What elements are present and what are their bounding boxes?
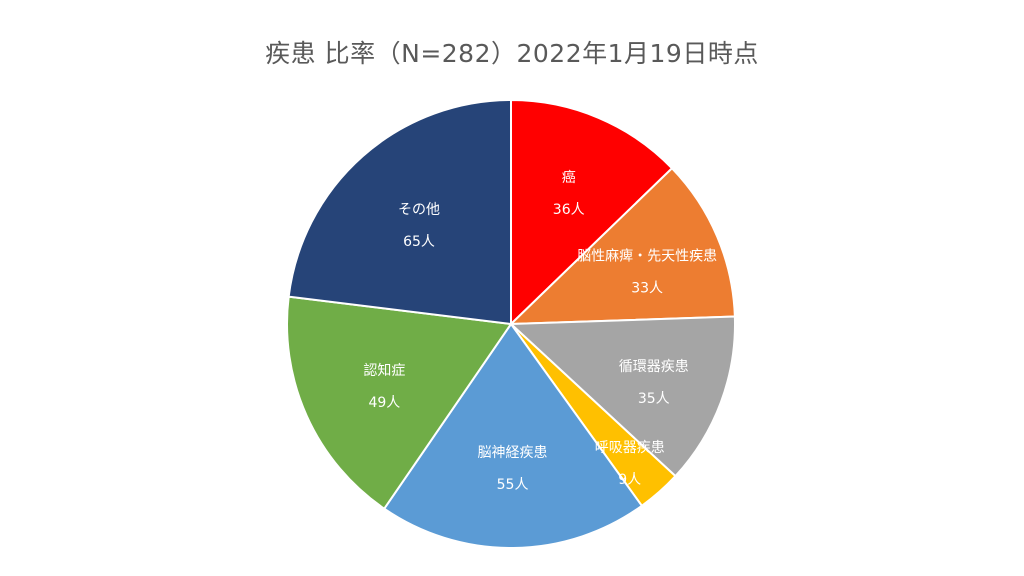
slice-label-0: 癌: [562, 170, 576, 186]
pie-slices: [286, 98, 736, 549]
slice-value-label-4: 55人: [497, 477, 529, 493]
pie-slice-2: [508, 315, 736, 478]
pie-slice-6: [287, 98, 512, 326]
chart-title: 疾患 比率（N=282）2022年1月19日時点: [265, 39, 759, 68]
slice-label-2: 循環器疾患: [619, 359, 689, 375]
pie-slice-1: [508, 166, 736, 326]
slice-label-4: 脳神経疾患: [478, 445, 548, 461]
slice-label-3: 呼吸器疾患: [595, 440, 665, 456]
slice-value-label-2: 35人: [638, 391, 670, 407]
slice-label-1: 脳性麻痺・先天性疾患: [577, 247, 717, 264]
slice-label-5: 認知症: [363, 362, 405, 379]
pie-slice-4: [382, 322, 644, 549]
slice-value-label-5: 49人: [368, 395, 400, 411]
pie-slice-5: [286, 295, 513, 511]
pie-slice-0: [510, 98, 674, 327]
slice-value-label-1: 33人: [631, 280, 663, 296]
slice-value-label-3: 9人: [618, 472, 641, 488]
slice-label-6: その他: [398, 202, 440, 218]
slice-value-label-0: 36人: [553, 202, 585, 218]
slice-value-label-6: 65人: [403, 234, 435, 250]
